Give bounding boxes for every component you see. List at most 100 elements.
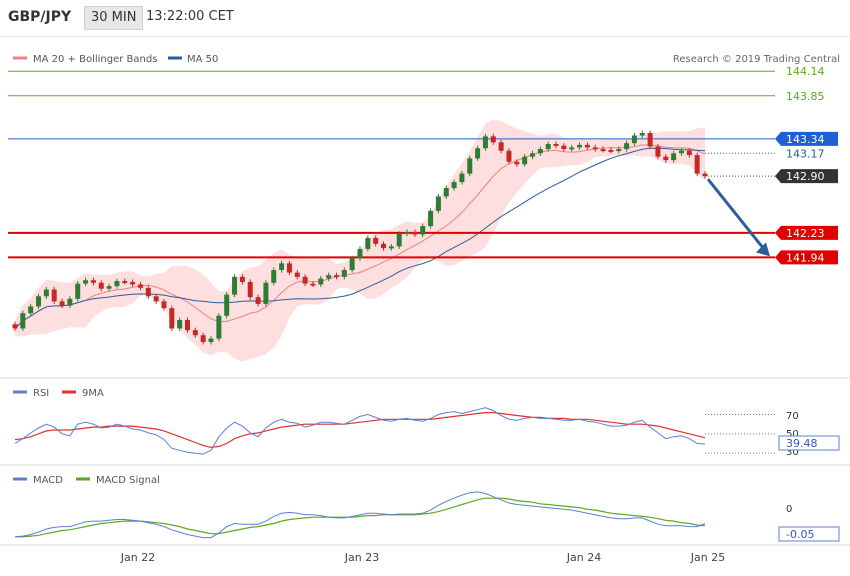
support-tag-box: [775, 250, 838, 265]
candle-body: [145, 287, 151, 297]
candle-body: [263, 282, 269, 304]
candle-body: [279, 263, 285, 271]
candle-body: [624, 143, 630, 150]
macd-tick-0: 0: [786, 504, 792, 515]
ma50-line: [14, 147, 706, 329]
candle-body: [326, 275, 332, 279]
candle-body: [333, 275, 339, 278]
rsi-value-box: [778, 435, 840, 451]
forecast-arrow-head: [756, 242, 770, 257]
support-tag-label: 142.23: [786, 227, 825, 240]
candle-body: [169, 308, 175, 329]
ma50-tag-box: [775, 131, 838, 146]
support-tag-label: 141.94: [786, 251, 825, 264]
x-tick-label: Jan 24: [566, 551, 601, 564]
candle-body: [498, 142, 504, 151]
rsi-tick-30: 30: [786, 447, 799, 458]
price-panel: [8, 70, 775, 362]
candle-body: [655, 146, 661, 157]
candle-body: [388, 246, 394, 249]
candle-body: [357, 248, 363, 259]
macd-value-tag: -0.05: [778, 526, 840, 542]
candle-body: [631, 135, 637, 144]
candle-body: [420, 226, 426, 235]
price-legend: MA 20 + Bollinger Bands MA 50: [13, 54, 218, 65]
candle-body: [553, 144, 559, 146]
candle-body: [75, 283, 81, 299]
rsi-line: [14, 407, 706, 455]
resistance-tag-label: 144.14: [786, 65, 825, 78]
candle-body: [349, 258, 355, 271]
candle-body: [286, 263, 292, 273]
macd-current-value: -0.05: [786, 528, 814, 541]
candle-body: [239, 276, 245, 282]
candle-body: [247, 281, 253, 298]
rsi-tick-50: 50: [786, 429, 799, 440]
symbol-label: GBP/JPY: [8, 9, 72, 25]
candle-body: [404, 232, 410, 234]
candle-body: [137, 284, 143, 288]
candle-body: [663, 156, 669, 161]
candle-body: [608, 149, 614, 152]
resistance-tag-label: 143.85: [786, 90, 825, 103]
candle-body: [412, 232, 418, 235]
candle-body: [12, 324, 18, 329]
candle-body: [514, 161, 520, 165]
candle-body: [428, 210, 434, 227]
candle-body: [459, 173, 465, 183]
chart-header: GBP/JPY 30 MIN 13:22:00 CET: [0, 0, 850, 37]
candle-body: [20, 313, 26, 329]
macd-legend-label: MACD: [33, 475, 63, 486]
credit-label: Research © 2019 Trading Central: [673, 54, 840, 65]
rsi-tick-70: 70: [786, 411, 799, 422]
candle-body: [671, 153, 677, 161]
rsi-ma-legend-label: 9MA: [82, 388, 104, 399]
macd-signal-legend-label: MACD Signal: [96, 475, 160, 486]
macd-value-box: [778, 526, 840, 542]
ma50-legend-label: MA 50: [187, 54, 218, 65]
candle-body: [678, 150, 684, 154]
candle-body: [639, 133, 645, 136]
candle-body: [435, 196, 441, 211]
candle-body: [106, 286, 112, 289]
candle-body: [569, 147, 575, 150]
rsi-legend: RSI 9MA: [13, 388, 104, 399]
current-price-tag-box: [775, 169, 838, 184]
candle-body: [365, 237, 371, 249]
candle-body: [490, 136, 496, 143]
candle-body: [373, 237, 379, 244]
timeframe-button[interactable]: 30 MIN: [84, 6, 144, 30]
candle-body: [90, 280, 96, 283]
bollinger-band: [15, 119, 705, 362]
candle-body: [83, 280, 89, 284]
candle-body: [130, 281, 136, 285]
support-tag-box: [775, 225, 838, 240]
candle-body: [694, 155, 700, 174]
candle-body: [506, 150, 512, 162]
candle-body: [318, 278, 324, 285]
candle-body: [467, 158, 473, 174]
rsi-ma-line: [14, 412, 706, 449]
ma20-tag-label: 143.17: [786, 147, 825, 160]
ma50-tag-label: 143.34: [786, 133, 825, 146]
candle-body: [616, 149, 622, 152]
candle-body: [98, 282, 104, 289]
candle-body: [51, 289, 57, 302]
candle-body: [36, 296, 42, 307]
candle-body: [59, 301, 65, 306]
candle-body: [153, 296, 159, 302]
candle-body: [294, 272, 300, 277]
candle-body: [114, 281, 120, 287]
forecast-arrow-shaft: [706, 178, 767, 252]
candle-body: [310, 283, 316, 286]
candle-body: [224, 294, 230, 316]
candle-body: [43, 289, 49, 297]
candle-body: [451, 182, 457, 188]
x-tick-label: Jan 23: [344, 551, 379, 564]
candle-body: [686, 150, 692, 155]
candle-body: [177, 320, 183, 329]
candle-body: [185, 320, 190, 331]
candle-body: [647, 133, 653, 147]
